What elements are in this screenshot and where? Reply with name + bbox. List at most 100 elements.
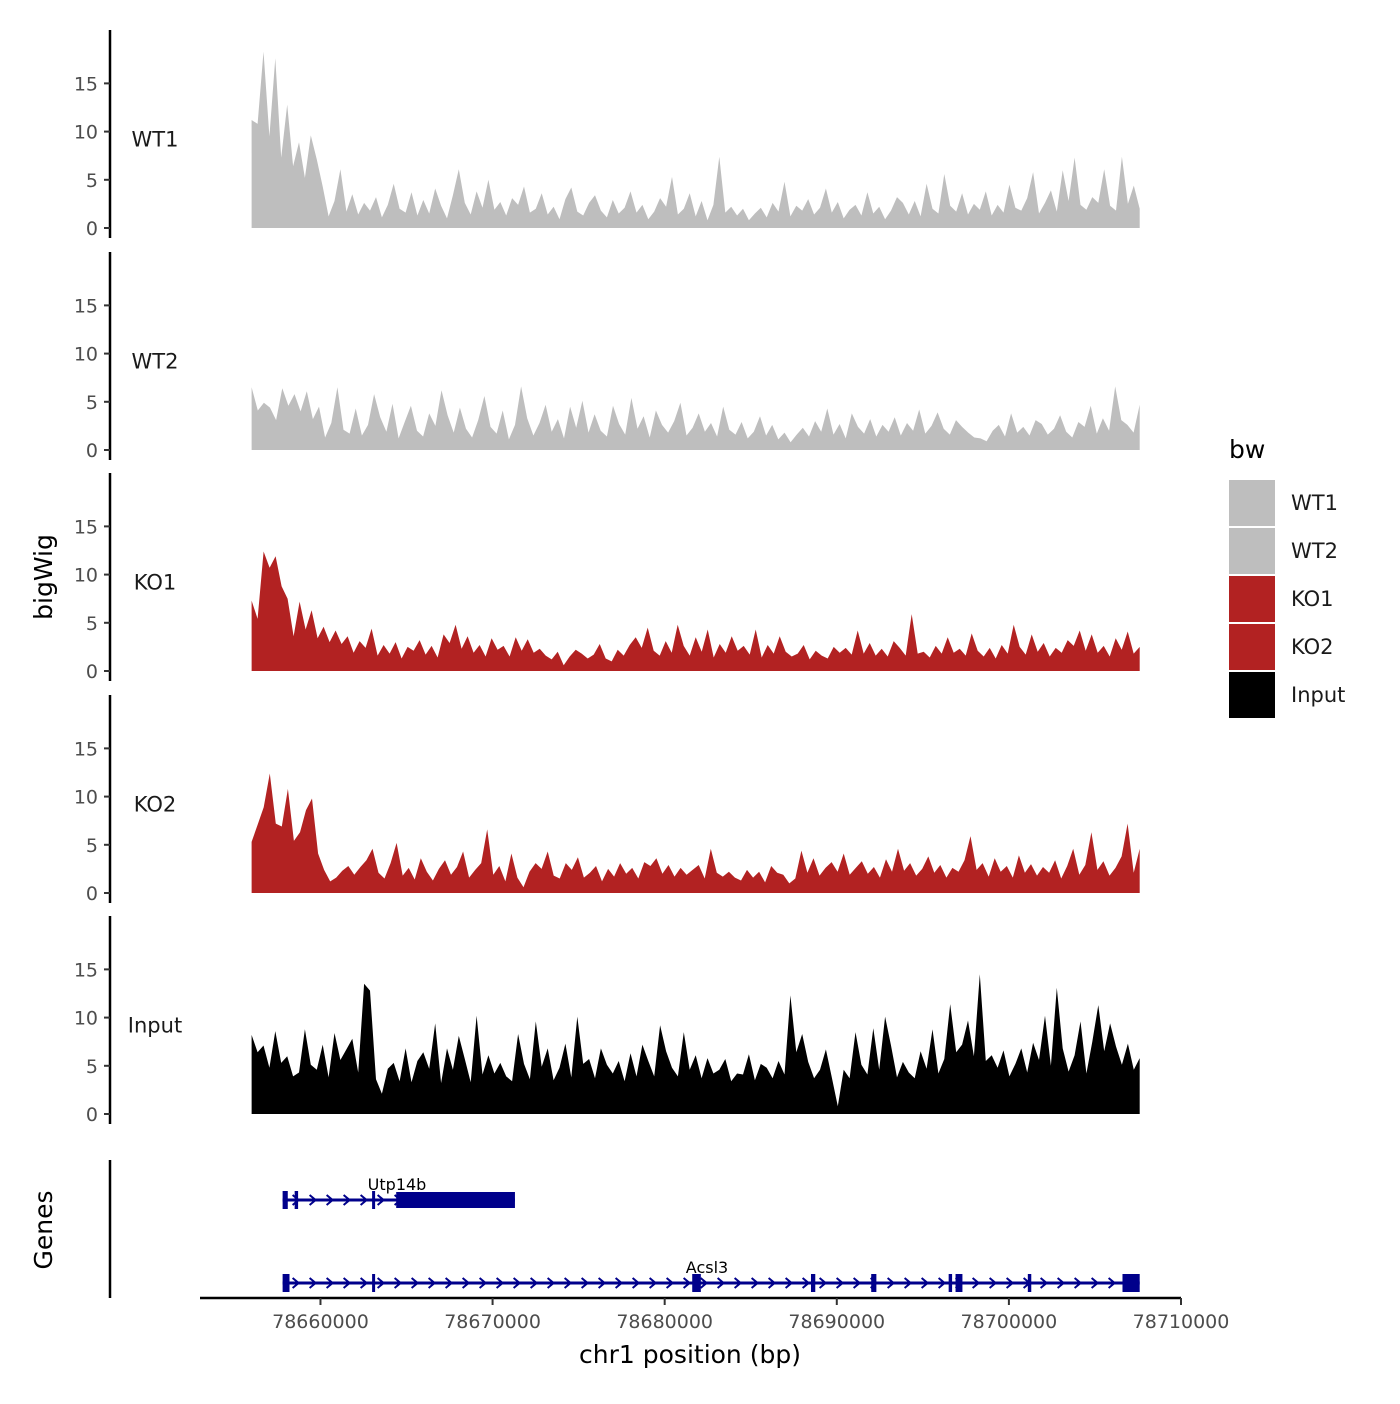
y-tick-label: 10 — [74, 344, 98, 366]
gene-exon — [294, 1191, 299, 1209]
gene-exon — [372, 1274, 376, 1292]
strand-arrow — [308, 1194, 318, 1206]
strand-arrow — [665, 1277, 675, 1289]
strand-arrow — [1073, 1277, 1083, 1289]
strand-arrow — [342, 1194, 352, 1206]
track-label: WT1 — [132, 128, 179, 152]
y-tick-label: 10 — [74, 565, 98, 587]
gene-exon — [282, 1191, 288, 1209]
legend: bw WT1 WT2 KO1 KO2 Input — [1229, 435, 1345, 718]
strand-arrow — [1107, 1277, 1117, 1289]
y-tick-label: 15 — [74, 516, 98, 538]
x-axis: 78660000 78670000 78680000 78690000 78700000… — [200, 1296, 1230, 1333]
strand-arrow — [971, 1277, 981, 1289]
gene-exon — [810, 1274, 816, 1292]
strand-arrow — [325, 1194, 335, 1206]
legend-label: Input — [1291, 683, 1345, 707]
strand-arrow — [376, 1277, 386, 1289]
x-tick-label: 78710000 — [1133, 1311, 1230, 1333]
x-tick-label: 78660000 — [272, 1311, 369, 1333]
gene-exon — [372, 1191, 376, 1209]
legend-swatch — [1229, 672, 1275, 718]
y-tick-label: 15 — [74, 73, 98, 95]
coverage-tracks: 0 5 10 15 WT1 0 5 10 15 WT2 0 5 10 15 KO1 0 5 10 15 KO2 0 5 10… — [74, 30, 1140, 1126]
y-tick-label: 0 — [86, 1104, 98, 1126]
legend-item-wt1: WT1 — [1229, 480, 1338, 526]
legend-item-ko2: KO2 — [1229, 624, 1334, 670]
strand-arrow — [801, 1277, 811, 1289]
strand-arrow — [308, 1277, 318, 1289]
strand-arrow — [631, 1277, 641, 1289]
strand-arrow — [614, 1277, 624, 1289]
strand-arrow — [1005, 1277, 1015, 1289]
strand-arrow — [733, 1277, 743, 1289]
track-label: KO2 — [134, 793, 177, 817]
legend-label: KO1 — [1291, 587, 1334, 611]
strand-arrow — [495, 1277, 505, 1289]
strand-arrow — [750, 1277, 760, 1289]
strand-arrow — [410, 1277, 420, 1289]
strand-arrow — [529, 1277, 539, 1289]
strand-arrow — [342, 1277, 352, 1289]
legend-swatch — [1229, 576, 1275, 622]
y-tick-label: 15 — [74, 295, 98, 317]
y-tick-label: 10 — [74, 1008, 98, 1030]
coverage-area — [251, 974, 1140, 1114]
strand-arrow — [852, 1277, 862, 1289]
strand-arrow — [597, 1277, 607, 1289]
legend-item-input: Input — [1229, 672, 1345, 718]
coverage-area — [251, 51, 1140, 228]
strand-arrow — [546, 1277, 556, 1289]
strand-arrow — [444, 1277, 454, 1289]
gene-exon — [948, 1274, 953, 1292]
coverage-area — [251, 773, 1140, 893]
strand-arrow — [1056, 1277, 1066, 1289]
y-tick-label: 15 — [74, 738, 98, 760]
strand-arrow — [325, 1277, 335, 1289]
y-tick-label: 5 — [86, 392, 98, 414]
x-axis-title: chr1 position (bp) — [579, 1340, 801, 1369]
strand-arrow — [920, 1277, 930, 1289]
legend-swatch — [1229, 624, 1275, 670]
strand-arrow — [359, 1194, 369, 1206]
strand-arrow — [461, 1277, 471, 1289]
gene-acsl3: Acsl3 — [282, 1258, 1140, 1292]
strand-arrow — [393, 1277, 403, 1289]
strand-arrow — [512, 1277, 522, 1289]
y-tick-label: 0 — [86, 661, 98, 683]
coverage-area — [251, 386, 1140, 450]
x-tick-label: 78690000 — [788, 1311, 885, 1333]
y-tick-label: 0 — [86, 218, 98, 240]
gene-panel-title: Genes — [29, 1190, 58, 1269]
gene-exon — [955, 1274, 963, 1292]
strand-arrow — [359, 1277, 369, 1289]
gene-exon — [692, 1274, 701, 1292]
gene-exon — [396, 1192, 515, 1208]
y-tick-label: 0 — [86, 440, 98, 462]
x-tick-label: 78700000 — [961, 1311, 1058, 1333]
y-tick-label: 5 — [86, 170, 98, 192]
track-ko2: 0 5 10 15 KO2 — [74, 695, 1140, 905]
legend-item-wt2: WT2 — [1229, 528, 1338, 574]
coverage-area — [251, 551, 1140, 671]
strand-arrow — [716, 1277, 726, 1289]
gene-label: Acsl3 — [686, 1258, 728, 1277]
y-tick-label: 5 — [86, 613, 98, 635]
strand-arrow — [648, 1277, 658, 1289]
strand-arrow — [478, 1277, 488, 1289]
legend-title: bw — [1229, 435, 1265, 464]
track-label: KO1 — [134, 571, 177, 595]
legend-item-ko1: KO1 — [1229, 576, 1334, 622]
strand-arrow — [682, 1277, 692, 1289]
y-tick-label: 5 — [86, 835, 98, 857]
track-label: Input — [128, 1014, 182, 1038]
track-input: 0 5 10 15 Input — [74, 916, 1140, 1126]
track-wt1: 0 5 10 15 WT1 — [74, 30, 1140, 240]
track-wt2: 0 5 10 15 WT2 — [74, 252, 1140, 462]
gene-exon — [282, 1274, 290, 1292]
legend-label: KO2 — [1291, 635, 1334, 659]
gene-exon — [871, 1274, 877, 1292]
strand-arrow — [1090, 1277, 1100, 1289]
